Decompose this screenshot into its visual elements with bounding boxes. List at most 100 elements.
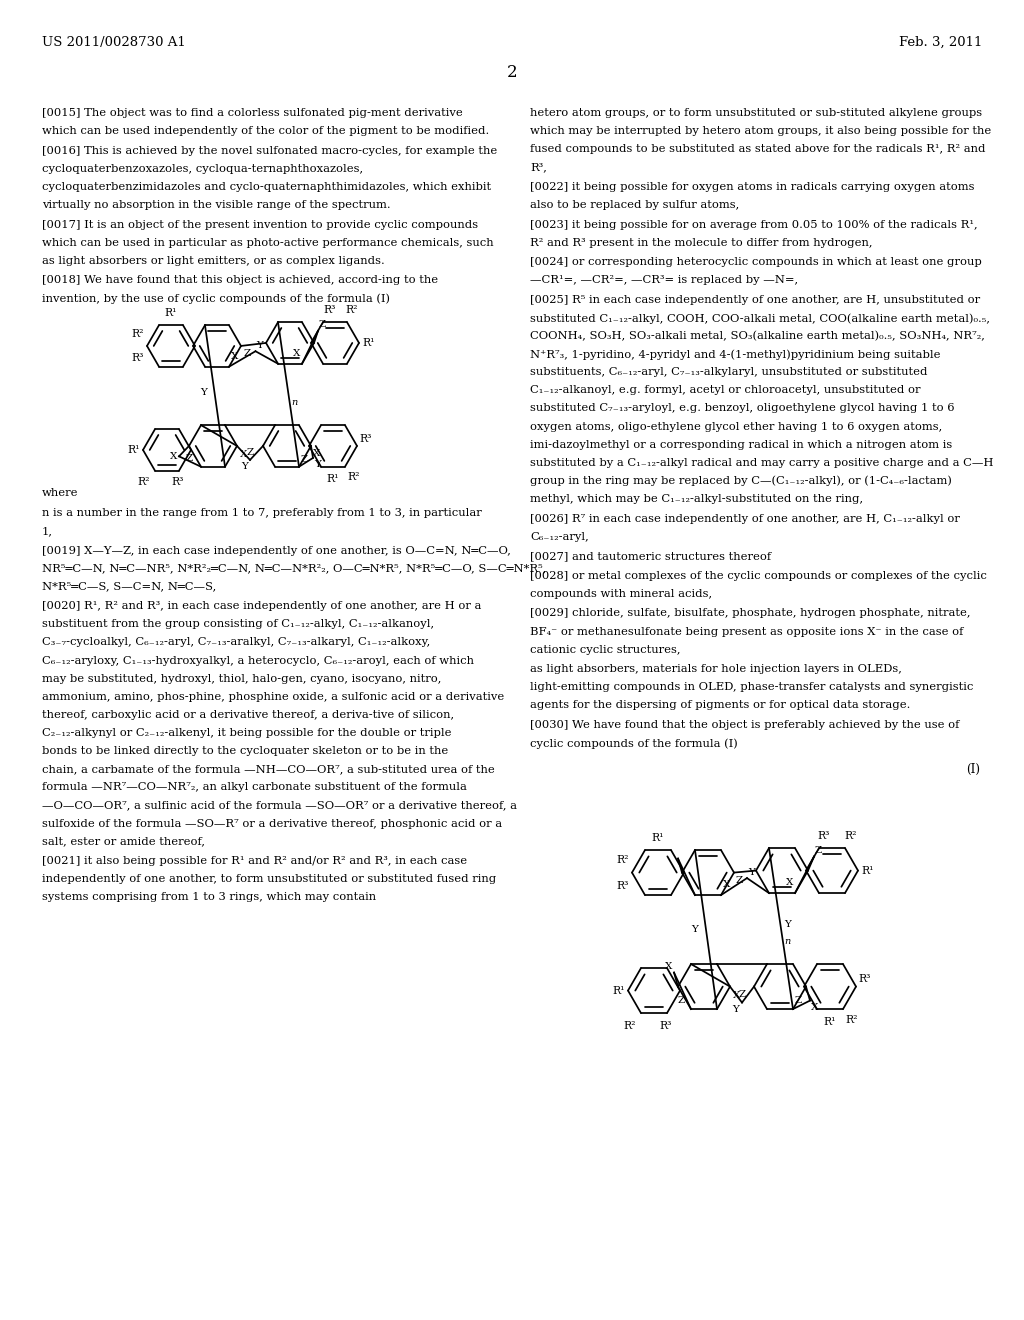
Text: [0025] R⁵ in each case independently of one another, are H, unsubstituted or: [0025] R⁵ in each case independently of …: [530, 294, 980, 305]
Text: C₃₋₇-cycloalkyl, C₆₋₁₂-aryl, C₇₋₁₃-aralkyl, C₇₋₁₃-alkaryl, C₁₋₁₂-alkoxy,: C₃₋₇-cycloalkyl, C₆₋₁₂-aryl, C₇₋₁₃-aralk…: [42, 638, 430, 648]
Text: R¹: R¹: [327, 474, 339, 484]
Text: X: X: [240, 450, 248, 459]
Text: methyl, which may be C₁₋₁₂-alkyl-substituted on the ring,: methyl, which may be C₁₋₁₂-alkyl-substit…: [530, 494, 863, 504]
Text: Z: Z: [815, 846, 822, 854]
Text: n is a number in the range from 1 to 7, preferably from 1 to 3, in particular: n is a number in the range from 1 to 7, …: [42, 508, 481, 517]
Text: [0024] or corresponding heterocyclic compounds in which at least one group: [0024] or corresponding heterocyclic com…: [530, 257, 982, 267]
Text: COONH₄, SO₃H, SO₃-alkali metal, SO₃(alkaline earth metal)₀.₅, SO₃NH₄, NR⁷₂,: COONH₄, SO₃H, SO₃-alkali metal, SO₃(alka…: [530, 331, 985, 342]
Text: imi-dazoylmethyl or a corresponding radical in which a nitrogen atom is: imi-dazoylmethyl or a corresponding radi…: [530, 440, 952, 450]
Text: formula —NR⁷—CO—NR⁷₂, an alkyl carbonate substituent of the formula: formula —NR⁷—CO—NR⁷₂, an alkyl carbonate…: [42, 783, 467, 792]
Text: X: X: [733, 990, 740, 999]
Text: BF₄⁻ or methanesulfonate being present as opposite ions X⁻ in the case of: BF₄⁻ or methanesulfonate being present a…: [530, 627, 964, 636]
Text: cycloquaterbenzoxazoles, cycloqua-ternaphthoxazoles,: cycloquaterbenzoxazoles, cycloqua-ternap…: [42, 164, 364, 174]
Text: [0030] We have found that the object is preferably achieved by the use of: [0030] We have found that the object is …: [530, 719, 959, 730]
Text: Z: Z: [301, 454, 308, 463]
Text: [0020] R¹, R² and R³, in each case independently of one another, are H or a: [0020] R¹, R² and R³, in each case indep…: [42, 602, 481, 611]
Text: [0023] it being possible for on average from 0.05 to 100% of the radicals R¹,: [0023] it being possible for on average …: [530, 219, 978, 230]
Text: [0021] it also being possible for R¹ and R² and/or R² and R³, in each case: [0021] it also being possible for R¹ and…: [42, 857, 467, 866]
Text: also to be replaced by sulfur atoms,: also to be replaced by sulfur atoms,: [530, 199, 739, 210]
Text: [0015] The object was to find a colorless sulfonated pig-ment derivative: [0015] The object was to find a colorles…: [42, 108, 463, 117]
Text: R³: R³: [359, 434, 372, 444]
Text: chain, a carbamate of the formula —NH—CO—OR⁷, a sub-stituted urea of the: chain, a carbamate of the formula —NH—CO…: [42, 764, 495, 775]
Text: substituents, C₆₋₁₂-aryl, C₇₋₁₃-alkylaryl, unsubstituted or substituted: substituents, C₆₋₁₂-aryl, C₇₋₁₃-alkylary…: [530, 367, 928, 378]
Text: R³,: R³,: [530, 162, 547, 173]
Text: invention, by the use of cyclic compounds of the formula (I): invention, by the use of cyclic compound…: [42, 293, 390, 304]
Text: fused compounds to be substituted as stated above for the radicals R¹, R² and: fused compounds to be substituted as sta…: [530, 144, 985, 154]
Text: R¹: R¹: [861, 866, 873, 875]
Text: which can be used independently of the color of the pigment to be modified.: which can be used independently of the c…: [42, 127, 489, 136]
Text: R³: R³: [616, 880, 629, 891]
Text: C₆₋₁₂-aryl,: C₆₋₁₂-aryl,: [530, 532, 589, 541]
Text: as light absorbers, materials for hole injection layers in OLEDs,: as light absorbers, materials for hole i…: [530, 664, 902, 675]
Text: group in the ring may be replaced by C—(C₁₋₁₂-alkyl), or (1-C₄₋₆-lactam): group in the ring may be replaced by C—(…: [530, 477, 952, 487]
Text: Y: Y: [200, 388, 207, 397]
Text: X: X: [313, 449, 321, 458]
Text: 2: 2: [507, 63, 517, 81]
Text: compounds with mineral acids,: compounds with mineral acids,: [530, 589, 712, 599]
Text: Z: Z: [736, 875, 743, 884]
Text: [0028] or metal complexes of the cyclic compounds or complexes of the cyclic: [0028] or metal complexes of the cyclic …: [530, 570, 987, 581]
Text: virtually no absorption in the visible range of the spectrum.: virtually no absorption in the visible r…: [42, 199, 390, 210]
Text: Y: Y: [256, 342, 263, 350]
Text: N*R⁵═C—S, S—C=N, N═C—S,: N*R⁵═C—S, S—C=N, N═C—S,: [42, 582, 216, 591]
Text: R²: R²: [624, 1020, 636, 1031]
Text: R³: R³: [659, 1020, 672, 1031]
Text: 1,: 1,: [42, 525, 53, 536]
Text: X: X: [170, 451, 177, 461]
Text: cationic cyclic structures,: cationic cyclic structures,: [530, 644, 681, 655]
Text: may be substituted, hydroxyl, thiol, halo-gen, cyano, isocyano, nitro,: may be substituted, hydroxyl, thiol, hal…: [42, 673, 441, 684]
Text: substituted by a C₁₋₁₂-alkyl radical and may carry a positive charge and a C—H: substituted by a C₁₋₁₂-alkyl radical and…: [530, 458, 993, 467]
Text: [0019] X—Y—Z, in each case independently of one another, is O—C=N, N═C—O,: [0019] X—Y—Z, in each case independently…: [42, 545, 511, 556]
Text: substituent from the group consisting of C₁₋₁₂-alkyl, C₁₋₁₂-alkanoyl,: substituent from the group consisting of…: [42, 619, 434, 630]
Text: [0027] and tautomeric structures thereof: [0027] and tautomeric structures thereof: [530, 552, 771, 561]
Text: systems comprising from 1 to 3 rings, which may contain: systems comprising from 1 to 3 rings, wh…: [42, 892, 376, 903]
Text: [0029] chloride, sulfate, bisulfate, phosphate, hydrogen phosphate, nitrate,: [0029] chloride, sulfate, bisulfate, pho…: [530, 609, 971, 618]
Text: hetero atom groups, or to form unsubstituted or sub-stituted alkylene groups: hetero atom groups, or to form unsubstit…: [530, 108, 982, 117]
Text: R²: R²: [347, 473, 359, 482]
Text: Feb. 3, 2011: Feb. 3, 2011: [899, 36, 982, 49]
Text: R¹: R¹: [823, 1016, 837, 1027]
Text: R¹: R¹: [651, 833, 665, 842]
Text: R³: R³: [132, 352, 144, 363]
Text: oxygen atoms, oligo-ethylene glycol ether having 1 to 6 oxygen atoms,: oxygen atoms, oligo-ethylene glycol ethe…: [530, 421, 942, 432]
Text: R³: R³: [324, 305, 336, 315]
Text: R³: R³: [172, 477, 184, 487]
Text: R¹: R¹: [128, 445, 140, 455]
Text: sulfoxide of the formula —SO—R⁷ or a derivative thereof, phosphonic acid or a: sulfoxide of the formula —SO—R⁷ or a der…: [42, 818, 502, 829]
Text: R¹: R¹: [165, 308, 177, 318]
Text: R² and R³ present in the molecule to differ from hydrogen,: R² and R³ present in the molecule to dif…: [530, 238, 872, 248]
Text: R²: R²: [845, 1015, 857, 1024]
Text: Z: Z: [739, 990, 746, 999]
Text: R³: R³: [818, 830, 830, 841]
Text: X: X: [293, 348, 300, 358]
Text: R¹: R¹: [362, 338, 375, 348]
Text: where: where: [42, 488, 79, 498]
Text: n: n: [292, 399, 298, 408]
Text: independently of one another, to form unsubstituted or substituted fused ring: independently of one another, to form un…: [42, 874, 497, 884]
Text: Z: Z: [795, 997, 802, 1005]
Text: Y: Y: [748, 869, 755, 876]
Text: Z: Z: [319, 319, 327, 329]
Text: R³: R³: [858, 974, 870, 983]
Text: N⁺R⁷₃, 1-pyridino, 4-pyridyl and 4-(1-methyl)pyridinium being suitable: N⁺R⁷₃, 1-pyridino, 4-pyridyl and 4-(1-me…: [530, 350, 940, 360]
Text: Y: Y: [314, 459, 321, 469]
Text: Y: Y: [784, 920, 791, 929]
Text: thereof, carboxylic acid or a derivative thereof, a deriva-tive of silicon,: thereof, carboxylic acid or a derivative…: [42, 710, 454, 719]
Text: [0022] it being possible for oxygen atoms in radicals carrying oxygen atoms: [0022] it being possible for oxygen atom…: [530, 182, 975, 191]
Text: which may be interrupted by hetero atom groups, it also being possible for the: which may be interrupted by hetero atom …: [530, 127, 991, 136]
Text: Z: Z: [185, 454, 193, 463]
Text: Y: Y: [732, 1005, 739, 1014]
Text: X: X: [811, 1003, 818, 1011]
Text: R²: R²: [131, 329, 144, 339]
Text: C₁₋₁₂-alkanoyl, e.g. formyl, acetyl or chloroacetyl, unsubstituted or: C₁₋₁₂-alkanoyl, e.g. formyl, acetyl or c…: [530, 385, 921, 396]
Text: cyclic compounds of the formula (I): cyclic compounds of the formula (I): [530, 738, 737, 748]
Text: Z: Z: [678, 997, 685, 1005]
Text: US 2011/0028730 A1: US 2011/0028730 A1: [42, 36, 185, 49]
Text: X: X: [231, 351, 239, 360]
Text: salt, ester or amide thereof,: salt, ester or amide thereof,: [42, 837, 205, 846]
Text: R²: R²: [844, 830, 856, 841]
Text: [0026] R⁷ in each case independently of one another, are H, C₁₋₁₂-alkyl or: [0026] R⁷ in each case independently of …: [530, 513, 959, 524]
Text: substituted C₇₋₁₃-aryloyl, e.g. benzoyl, oligoethylene glycol having 1 to 6: substituted C₇₋₁₃-aryloyl, e.g. benzoyl,…: [530, 404, 954, 413]
Text: [0016] This is achieved by the novel sulfonated macro-cycles, for example the: [0016] This is achieved by the novel sul…: [42, 145, 498, 156]
Text: C₂₋₁₂-alkynyl or C₂₋₁₂-alkenyl, it being possible for the double or triple: C₂₋₁₂-alkynyl or C₂₋₁₂-alkenyl, it being…: [42, 729, 452, 738]
